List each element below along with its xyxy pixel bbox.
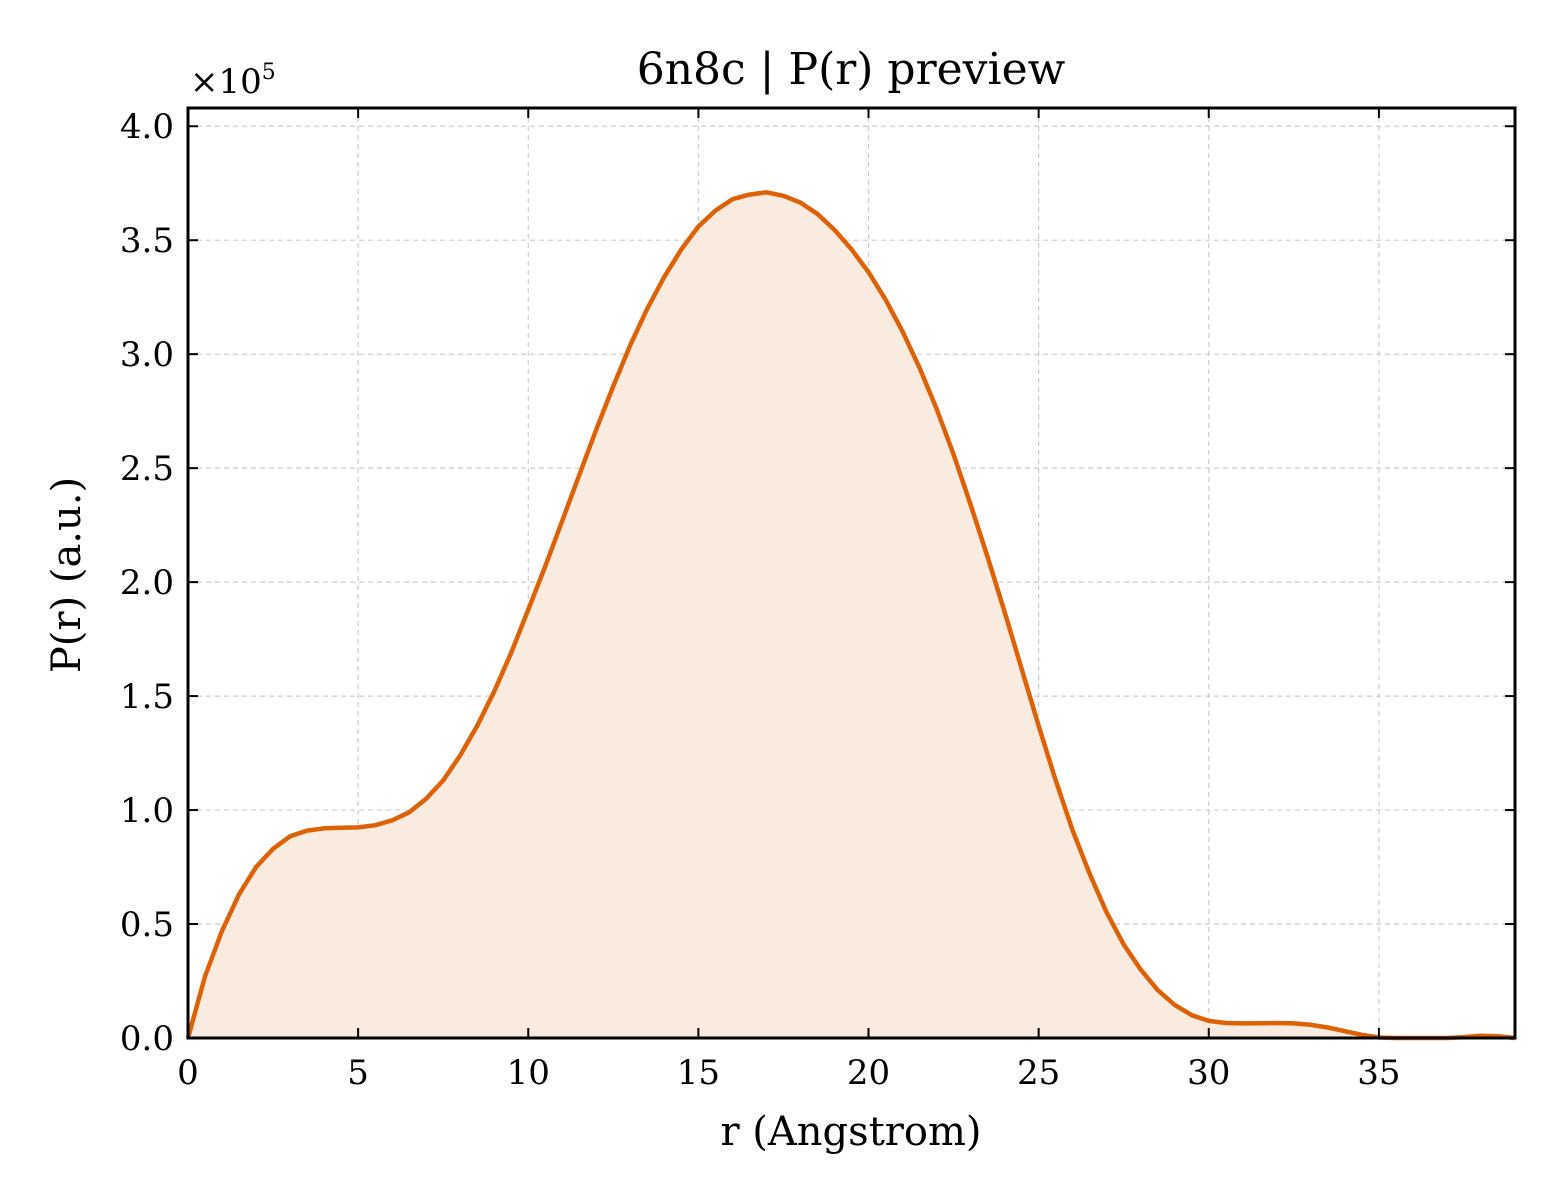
y-tick-label: 4.0 <box>120 107 174 147</box>
y-multiplier-exponent: 5 <box>262 60 276 85</box>
y-tick-label: 2.5 <box>120 449 174 489</box>
y-tick-label: 0.0 <box>120 1019 174 1059</box>
y-tick-label: 3.0 <box>120 335 174 375</box>
plot-frame <box>186 106 1517 1040</box>
x-tick-label: 35 <box>1357 1053 1400 1093</box>
x-axis-label: r (Angstrom) <box>720 1109 981 1155</box>
y-tick-label: 2.0 <box>120 563 174 603</box>
y-multiplier-base: ×10 <box>190 62 262 102</box>
y-tick-label: 1.0 <box>120 791 174 831</box>
x-tick-label: 25 <box>1017 1053 1060 1093</box>
x-tick-label: 5 <box>347 1053 369 1093</box>
y-axis-label: P(r) (a.u.) <box>44 477 90 673</box>
x-tick-label: 10 <box>507 1053 550 1093</box>
x-tick-label: 0 <box>177 1053 199 1093</box>
area-fill <box>188 192 1515 1039</box>
x-tick-label: 30 <box>1187 1053 1230 1093</box>
y-tick-label: 3.5 <box>120 221 174 261</box>
y-tick-label: 1.5 <box>120 677 174 717</box>
y-tick-label: 0.5 <box>120 905 174 945</box>
series-line <box>185 190 1516 1041</box>
axis-ticks <box>187 108 1515 1039</box>
x-tick-label: 20 <box>847 1053 890 1093</box>
y-multiplier: ×105 <box>190 60 276 102</box>
chart-title: 6n8c | P(r) preview <box>637 44 1066 95</box>
tick-labels: 0 5 10 15 20 25 30 35 0.0 0.5 1.0 1.5 2.0 2.5 3.0 3.5 4.… <box>120 107 1401 1093</box>
x-tick-label: 15 <box>677 1053 720 1093</box>
